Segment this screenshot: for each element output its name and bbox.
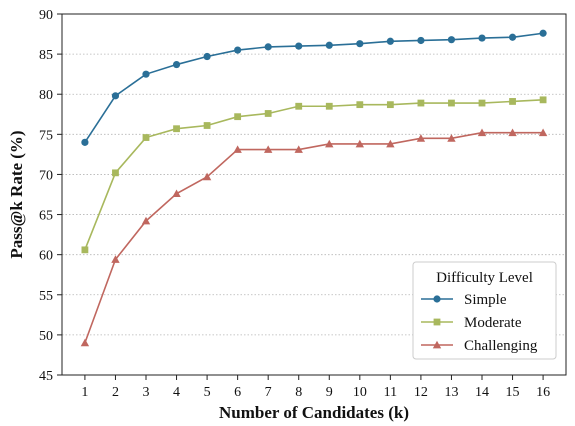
legend-marker-moderate (433, 318, 441, 326)
x-tick-label: 14 (475, 385, 489, 400)
data-point-moderate (142, 134, 150, 141)
series-challenging (80, 128, 548, 347)
legend-items: Simple Moderate Challenging (421, 292, 538, 354)
legend-label-moderate: Moderate (464, 315, 522, 331)
data-point-simple (478, 34, 486, 42)
legend-item-simple: Simple (421, 292, 507, 308)
data-point-simple (264, 43, 272, 51)
x-tick-label: 3 (143, 385, 150, 400)
y-tick-label: 50 (39, 329, 53, 344)
data-point-challenging (263, 145, 273, 153)
y-tick-label: 90 (39, 8, 53, 23)
data-point-challenging (294, 145, 303, 153)
x-tick-label: 13 (444, 385, 458, 400)
x-tick-label: 7 (265, 385, 272, 400)
data-point-moderate (509, 98, 516, 105)
data-point-moderate (448, 99, 455, 107)
x-tick-label: 10 (353, 385, 367, 400)
data-point-moderate (173, 125, 180, 133)
y-tick-label: 70 (39, 168, 53, 183)
x-tick-label: 9 (326, 385, 333, 400)
x-tick-label: 8 (295, 385, 302, 400)
legend-box (412, 261, 557, 360)
data-point-moderate (356, 101, 364, 109)
data-point-simple (172, 60, 181, 69)
y-tick-label: 55 (39, 289, 53, 304)
series-line-moderate (84, 99, 544, 251)
x-tick-label: 11 (384, 385, 397, 400)
data-point-moderate (325, 102, 333, 110)
data-point-challenging (355, 139, 365, 148)
data-point-challenging (386, 139, 395, 148)
data-point-simple (539, 29, 547, 37)
x-tick-label: 1 (81, 385, 88, 400)
y-axis-label: Pass@k Rate (%) (7, 130, 26, 258)
data-point-moderate (112, 169, 119, 177)
x-tick-label: 12 (414, 385, 428, 400)
y-tick-label: 60 (39, 249, 53, 264)
data-point-challenging (538, 128, 548, 137)
data-point-moderate (234, 113, 242, 121)
data-point-simple (142, 70, 150, 78)
y-tick-label: 80 (39, 88, 53, 103)
data-point-simple (295, 42, 303, 50)
data-point-moderate (386, 101, 394, 109)
series-moderate (81, 96, 547, 254)
y-tick-label: 45 (39, 369, 53, 384)
data-point-challenging (477, 128, 487, 137)
data-point-simple (447, 36, 456, 44)
data-point-simple (234, 46, 242, 54)
data-point-challenging (416, 134, 426, 142)
data-point-challenging (111, 255, 120, 263)
data-point-challenging (325, 139, 334, 148)
plot-frame (61, 13, 567, 376)
data-point-simple (508, 33, 517, 41)
x-tick-label: 2 (112, 385, 119, 400)
x-tick-label: 16 (536, 385, 550, 400)
data-point-challenging (172, 189, 181, 198)
data-point-simple (386, 37, 394, 45)
legend-item-moderate: Moderate (421, 315, 522, 331)
legend-marker-simple (433, 295, 441, 303)
data-point-challenging (202, 172, 212, 181)
legend-item-challenging: Challenging (421, 338, 538, 354)
x-tick-label: 15 (506, 385, 520, 400)
data-point-simple (111, 92, 120, 100)
x-axis-label: Number of Candidates (k) (219, 403, 409, 422)
data-point-simple (203, 52, 211, 61)
data-point-simple (325, 41, 333, 49)
legend-marker-challenging (432, 340, 442, 349)
legend-label-simple: Simple (464, 292, 507, 308)
y-tick-label: 65 (39, 209, 53, 224)
data-point-simple (81, 138, 89, 146)
y-tick-label: 85 (39, 48, 53, 63)
data-point-challenging (508, 128, 517, 137)
data-point-moderate (295, 102, 303, 110)
data-point-moderate (264, 110, 272, 117)
data-point-challenging (80, 338, 90, 347)
legend: Difficulty Level Simple Moderate Challengi… (412, 261, 557, 360)
data-point-moderate (539, 96, 547, 104)
data-point-moderate (203, 122, 211, 129)
data-point-moderate (81, 246, 89, 254)
legend-label-challenging: Challenging (464, 338, 538, 354)
y-tick-label: 75 (39, 128, 53, 143)
legend-title: Difficulty Level (436, 270, 533, 286)
data-point-challenging (447, 134, 456, 142)
series-lines (80, 29, 548, 347)
series-simple (81, 29, 547, 146)
series-line-simple (84, 32, 544, 143)
series-line-challenging (84, 131, 544, 344)
data-point-moderate (417, 99, 425, 107)
data-point-simple (356, 40, 364, 48)
data-point-simple (417, 36, 425, 45)
x-tick-label: 6 (234, 385, 241, 400)
data-point-challenging (141, 216, 151, 225)
x-tick-label: 5 (204, 385, 211, 400)
data-point-challenging (233, 145, 242, 153)
data-point-moderate (478, 99, 486, 107)
x-tick-label: 4 (173, 385, 180, 400)
